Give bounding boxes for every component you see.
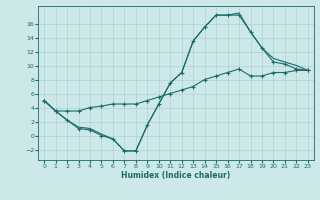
X-axis label: Humidex (Indice chaleur): Humidex (Indice chaleur) (121, 171, 231, 180)
